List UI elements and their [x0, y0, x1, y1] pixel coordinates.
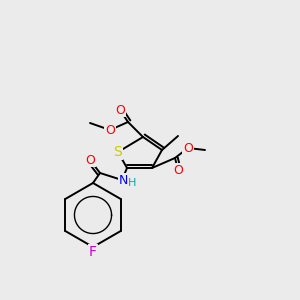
Text: O: O — [85, 154, 95, 166]
Text: O: O — [173, 164, 183, 176]
Text: H: H — [128, 178, 136, 188]
Text: F: F — [89, 245, 97, 259]
Text: S: S — [114, 145, 122, 159]
Text: O: O — [115, 103, 125, 116]
Text: N: N — [118, 173, 128, 187]
Text: O: O — [183, 142, 193, 154]
Text: O: O — [105, 124, 115, 136]
